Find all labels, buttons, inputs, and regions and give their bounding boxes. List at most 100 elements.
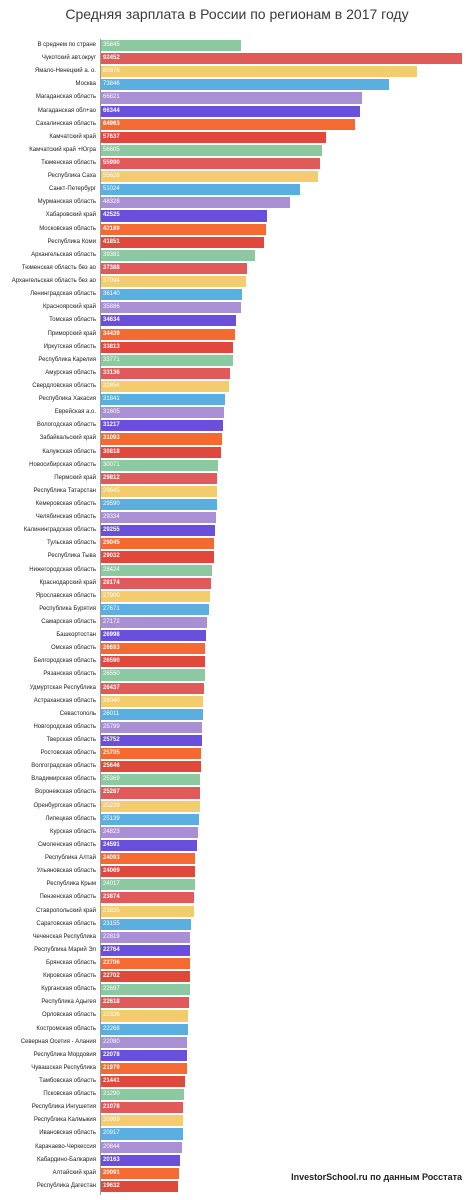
value-label: 23155 [103,920,120,927]
category-label: Новосибирская область [29,461,96,468]
bar [101,761,202,773]
value-label: 66821 [103,94,120,101]
bar [101,498,217,511]
bar [101,944,190,956]
value-label: 29645 [103,487,120,494]
category-label: Мурманская область [37,199,96,206]
value-label: 20844 [103,1143,120,1150]
category-label: Самарская область [41,619,96,625]
value-label: 37094 [103,278,120,285]
bar [101,603,210,615]
bar [101,1036,188,1048]
category-label: Хабаровский край [45,212,96,219]
bar [101,315,237,327]
value-label: 24093 [103,855,120,862]
category-label: Воронежская область [35,789,96,796]
value-label: 24823 [103,828,120,835]
value-label: 39381 [103,251,120,258]
bar [101,131,327,143]
bar [101,735,202,747]
bar [101,262,247,275]
value-label: 55628 [103,173,120,180]
bar [101,971,190,983]
category-label: Тульская область [46,540,96,547]
value-label: 22706 [103,959,120,966]
category-label: Челябинская область [35,514,96,521]
value-label: 30818 [103,448,120,455]
category-label: Калужская область [42,448,96,455]
value-label: 33771 [103,356,120,363]
category-label: Республика Саха [47,173,96,180]
bar [101,708,203,720]
bar [101,695,203,707]
category-label: Пермский край [54,474,96,481]
value-label: 28174 [103,579,120,586]
category-label: Республика Бурятия [39,605,96,612]
value-label: 21078 [103,1104,120,1111]
value-label: 64963 [103,120,120,127]
bar [101,341,234,353]
bar [101,525,216,537]
bar [101,485,217,497]
category-label: Владимирская область [31,776,96,783]
category-label: Ульяновская область [36,868,96,875]
category-label: Астраханская область [33,697,96,704]
value-label: 26550 [103,671,120,678]
bar [101,354,233,366]
category-label: Приморский край [47,330,96,337]
value-label: 33813 [103,343,120,350]
value-label: 31093 [103,435,120,442]
value-label: 22268 [103,1025,120,1032]
value-label: 26040 [103,697,120,704]
category-label: Республика Алтай [44,855,96,862]
bar [101,184,301,196]
bar [101,892,195,904]
category-label: Республика Ингушетия [31,1104,96,1111]
value-label: 34439 [103,330,120,337]
bar [101,839,198,852]
bar [101,1062,187,1074]
value-label: 25369 [103,776,120,783]
bar [101,787,200,799]
category-label: Кабардино-Балкария [37,1156,96,1163]
bar [101,302,242,314]
bar [101,66,417,78]
category-label: Кемеровская область [35,500,96,507]
category-label: Республика Татарстан [33,487,96,494]
category-label: Саратовская область [36,920,96,927]
bar [101,1049,188,1061]
category-label: Республика Адыгея [41,999,96,1006]
bar [101,420,223,432]
bar [101,276,246,288]
category-label: Орловская область [41,1012,96,1019]
bar [101,957,190,970]
bar [101,459,219,471]
bar [101,158,320,170]
category-label: Кировская область [43,973,96,980]
bar [101,997,190,1009]
category-label: Чувашская Республика [31,1064,96,1071]
bar [101,826,198,838]
category-label: Санкт-Петербург [48,186,96,193]
value-label: 66344 [103,107,120,114]
bar [101,171,319,183]
category-label: Тюменская область без ао [21,264,96,271]
bar [101,512,216,524]
value-label: 22618 [103,999,120,1006]
category-label: Краснодарский край [39,579,96,586]
bar [101,682,205,694]
category-label: Камчатский край +Югра [29,146,96,153]
category-label: Курганская область [41,986,96,993]
value-label: 35845 [103,42,120,48]
bar [101,669,205,681]
category-label: Магаданская обл+ао [37,107,96,114]
value-label: 27172 [103,619,120,625]
bar [101,853,196,865]
category-label: Волгоградская область [31,763,96,770]
bar [101,249,255,261]
value-label: 22078 [103,1051,120,1058]
value-label: 25705 [103,750,120,757]
chart-title: Средняя зарплата в России по регионам в … [65,6,409,22]
category-label: Костромская область [36,1025,96,1032]
